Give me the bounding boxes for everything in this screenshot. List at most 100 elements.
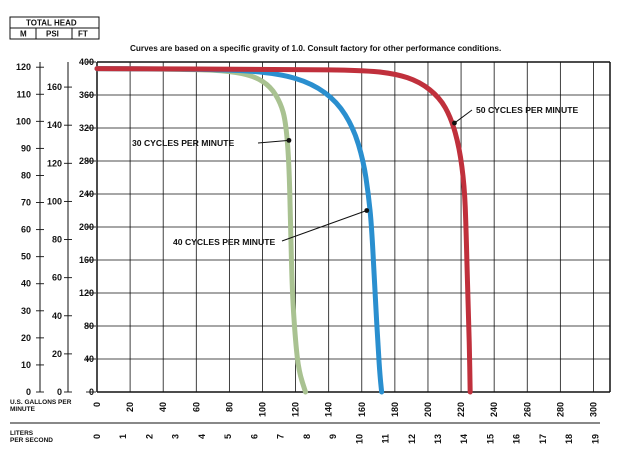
gpm-tick-label: 140	[324, 402, 334, 417]
feet-tick-label: 0	[89, 387, 94, 397]
lps-tick-label: 17	[538, 434, 548, 444]
total-head-header: TOTAL HEAD M PSI FT	[9, 16, 100, 40]
left-scales	[39, 62, 69, 392]
chart-note: Curves are based on a specific gravity o…	[130, 44, 501, 53]
total-head-title: TOTAL HEAD	[26, 19, 77, 28]
meters-tick-label: 70	[21, 198, 31, 208]
psi-tick-label: 20	[52, 349, 62, 359]
meters-tick-label: 110	[16, 89, 31, 99]
meters-tick-label: 120	[16, 62, 31, 72]
feet-tick-label: 120	[79, 288, 94, 298]
meters-axis: 0 10 20 30 40 50 60 70 80 90 100 110 120	[16, 62, 44, 397]
feet-axis: 0 40 80 120 160 200 240 280 320 360 400	[79, 57, 96, 397]
feet-tick-label: 200	[79, 222, 94, 232]
lps-tick-label: 14	[459, 434, 469, 444]
gpm-tick-label: 220	[456, 402, 466, 417]
lps-tick-label: 18	[564, 434, 574, 444]
lps-tick-label: 13	[433, 434, 443, 444]
lps-tick-label: 7	[276, 434, 286, 439]
meters-tick-label: 40	[21, 279, 31, 289]
psi-tick-label: 160	[47, 82, 62, 92]
svg-text:U.S. GALLONS PER: U.S. GALLONS PER	[10, 399, 72, 406]
lps-tick-label: 1	[118, 434, 128, 439]
lps-axis: 0 1 2 3 4 5 6 7 8 9 10 11 12 13 14 15 16 17 18 19	[92, 434, 600, 444]
annotation-label: 40 CYCLES PER MINUTE	[173, 237, 275, 247]
lps-tick-label: 9	[328, 434, 338, 439]
feet-tick-label: 160	[79, 255, 94, 265]
svg-text:LITERS: LITERS	[10, 430, 34, 437]
lps-tick-label: 11	[381, 434, 391, 444]
meters-tick-label: 30	[21, 306, 31, 316]
curve-annotations: 30 CYCLES PER MINUTE 40 CYCLES PER MINUTE…	[132, 105, 578, 247]
psi-tick-label: 120	[47, 158, 62, 168]
gpm-tick-label: 120	[291, 402, 301, 417]
annotation-dot	[364, 208, 370, 213]
psi-tick-label: 40	[52, 311, 62, 321]
gpm-tick-label: 80	[224, 402, 234, 412]
gpm-tick-label: 100	[257, 402, 267, 417]
feet-tick-label: 360	[79, 90, 94, 100]
performance-curves	[94, 66, 473, 395]
feet-column-label: FT	[78, 30, 88, 39]
meters-tick-label: 50	[21, 252, 31, 262]
psi-tick-label: 140	[47, 120, 62, 130]
gpm-tick-label: 280	[555, 402, 565, 417]
feet-tick-label: 320	[79, 123, 94, 133]
lps-tick-label: 15	[485, 434, 495, 444]
meters-tick-label: 20	[21, 333, 31, 343]
lps-tick-label: 5	[223, 434, 233, 439]
curve-40-cpm	[94, 66, 385, 395]
gpm-tick-label: 240	[489, 402, 499, 417]
meters-tick-label: 100	[16, 116, 31, 126]
lps-tick-label: 10	[354, 434, 364, 444]
feet-tick-label: 40	[84, 354, 94, 364]
lps-tick-label: 6	[249, 434, 259, 439]
gpm-tick-label: 60	[191, 402, 201, 412]
psi-tick-label: 60	[52, 273, 62, 283]
gpm-tick-label: 40	[158, 402, 168, 412]
curve-30-cpm	[94, 66, 309, 395]
annotation-leader-line	[281, 210, 367, 242]
gpm-axis: 0 20 40 60 80 100 120 140 160 180 200 220 240 260 280 3…	[92, 402, 598, 417]
svg-text:MINUTE: MINUTE	[10, 406, 36, 413]
lps-tick-label: 19	[590, 434, 600, 444]
lps-tick-label: 0	[92, 434, 102, 439]
annotation-label: 50 CYCLES PER MINUTE	[476, 105, 578, 115]
annotation-leader-line	[454, 109, 473, 124]
psi-tick-label: 80	[52, 235, 62, 245]
psi-axis: 0 20 40 60 80 100 120 140 160	[47, 82, 72, 397]
annotation-leader-line	[257, 139, 290, 144]
gpm-axis-title: U.S. GALLONS PER MINUTE	[10, 399, 72, 413]
chart-grid	[96, 61, 611, 393]
feet-tick-label: 400	[79, 57, 94, 67]
lps-tick-label: 8	[302, 434, 312, 439]
gpm-tick-label: 300	[588, 402, 598, 417]
meters-tick-label: 60	[21, 225, 31, 235]
feet-tick-label: 80	[84, 321, 94, 331]
psi-tick-label: 100	[47, 196, 62, 206]
lps-tick-label: 4	[197, 434, 207, 439]
meters-tick-label: 80	[21, 170, 31, 180]
curve-50-cpm	[94, 66, 473, 395]
gpm-tick-label: 0	[92, 402, 102, 407]
lps-tick-label: 3	[171, 434, 181, 439]
meters-column-label: M	[20, 30, 27, 39]
gpm-tick-label: 180	[390, 402, 400, 417]
gpm-tick-label: 260	[522, 402, 532, 417]
psi-tick-label: 0	[57, 387, 62, 397]
feet-tick-label: 240	[79, 189, 94, 199]
lps-tick-label: 12	[407, 434, 417, 444]
annotation-dot	[452, 120, 457, 126]
meters-tick-label: 10	[21, 360, 31, 370]
gpm-tick-label: 200	[423, 402, 433, 417]
meters-tick-label: 0	[26, 387, 31, 397]
svg-text:PER SECOND: PER SECOND	[10, 437, 53, 444]
lps-tick-label: 2	[144, 434, 154, 439]
psi-column-label: PSI	[46, 30, 59, 39]
lps-axis-title: LITERS PER SECOND	[10, 430, 53, 444]
feet-tick-label: 280	[79, 156, 94, 166]
gpm-tick-label: 160	[357, 402, 367, 417]
annotation-label: 30 CYCLES PER MINUTE	[132, 138, 234, 148]
meters-tick-label: 90	[21, 143, 31, 153]
